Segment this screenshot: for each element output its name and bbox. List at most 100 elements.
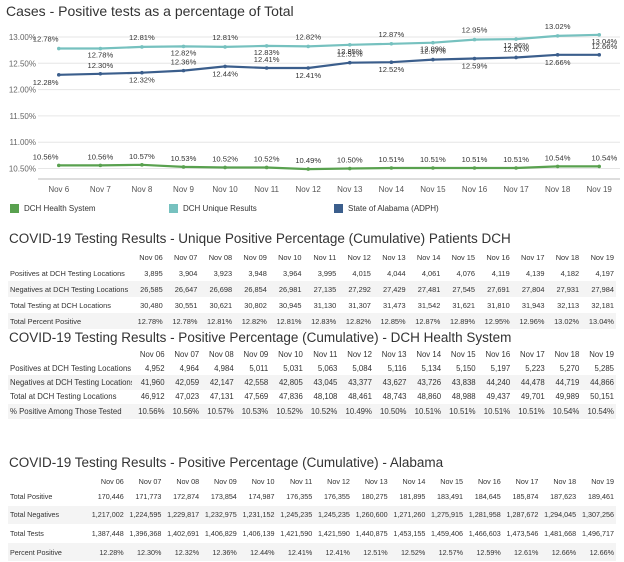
data-point[interactable] — [389, 166, 394, 170]
data-point[interactable] — [514, 55, 518, 60]
column-header: Nov 18 — [554, 349, 580, 359]
table-cell: 12.57% — [427, 542, 466, 562]
row-label: Total Negatives — [8, 505, 88, 525]
series-line[interactable] — [58, 53, 600, 76]
data-point[interactable] — [472, 166, 477, 170]
data-point[interactable] — [181, 165, 186, 169]
data-point[interactable] — [223, 165, 227, 170]
data-point[interactable] — [347, 60, 352, 65]
table-cell: 12.87% — [407, 313, 443, 329]
column-header: Nov 08 — [208, 349, 234, 359]
table-cell: 10.56% — [132, 404, 167, 419]
data-point[interactable] — [431, 40, 435, 45]
table-cell: 10.54% — [546, 404, 582, 419]
data-point[interactable] — [347, 43, 352, 47]
data-point[interactable] — [98, 163, 103, 168]
data-label: 12.51% — [337, 50, 363, 59]
data-point[interactable] — [223, 45, 227, 49]
data-point[interactable] — [389, 41, 394, 46]
table-title-alabama: COVID-19 Testing Results - Positive Perc… — [9, 455, 444, 470]
data-point[interactable] — [431, 57, 435, 62]
table-cell: 4,182 — [560, 268, 580, 278]
table-cell: 183,491 — [437, 491, 464, 501]
data-point[interactable] — [472, 56, 477, 61]
x-tick-label: Nov 12 — [296, 185, 322, 194]
column-header: Nov 19 — [589, 349, 614, 359]
column-header: Nov 14 — [416, 252, 441, 262]
table-alabama: Nov 06 Nov 07 Nov 08 Nov 09 Nov 10 Nov 11 Nov … — [8, 476, 616, 562]
table-cell: 1,440,875 — [355, 528, 388, 538]
table-cell: 26,647 — [164, 281, 200, 297]
column-header: Nov 16 — [486, 252, 510, 262]
table-header-row: Nov 06 Nov 07 Nov 08 Nov 09 Nov 10 Nov 11 Nov … — [8, 347, 616, 361]
series-line[interactable] — [58, 163, 600, 171]
data-label: 12.96% — [503, 41, 529, 50]
table-cell: 12.32% — [163, 542, 202, 562]
table-cell: 3,995 — [317, 268, 337, 278]
table-cell: 12.95% — [477, 313, 512, 329]
data-point[interactable] — [306, 66, 311, 70]
data-point[interactable] — [56, 46, 61, 51]
data-point[interactable] — [181, 44, 186, 49]
table-cell: 48,461 — [348, 392, 372, 402]
data-point[interactable] — [555, 53, 560, 57]
data-point[interactable] — [514, 166, 518, 170]
data-point[interactable] — [140, 163, 144, 167]
data-label: 12.36% — [171, 58, 197, 67]
data-point[interactable] — [389, 60, 394, 65]
data-point[interactable] — [514, 37, 518, 41]
data-point[interactable] — [555, 164, 560, 169]
legend-swatch — [10, 204, 19, 213]
y-tick-label: 12.50% — [9, 59, 36, 68]
data-label: 12.66% — [591, 42, 617, 51]
table-header-row: Nov 06 Nov 07 Nov 08 Nov 09 Nov 10 Nov 11 Nov … — [8, 249, 616, 265]
data-point[interactable] — [306, 167, 311, 171]
header-blank — [8, 476, 88, 487]
data-point[interactable] — [347, 166, 352, 171]
legend-item-dch-health-system[interactable]: DCH Health System — [10, 204, 96, 213]
legend-item-state-of-alabama[interactable]: State of Alabama (ADPH) — [334, 204, 439, 213]
table-cell: 12.82% — [338, 313, 373, 329]
data-point[interactable] — [264, 44, 269, 48]
table-cell: 4,061 — [421, 268, 441, 278]
column-header: Nov 14 — [416, 349, 442, 359]
table-cell: 12.81% — [199, 313, 235, 329]
data-point[interactable] — [597, 53, 602, 57]
data-point[interactable] — [56, 163, 61, 168]
table-cell: 12.28% — [88, 542, 126, 562]
x-tick-label: Nov 9 — [173, 185, 194, 194]
series-line[interactable] — [58, 33, 600, 50]
legend-item-dch-unique-results[interactable]: DCH Unique Results — [169, 204, 257, 213]
data-point[interactable] — [223, 64, 227, 69]
data-point[interactable] — [431, 166, 435, 170]
data-point[interactable] — [264, 66, 269, 70]
table-cell: 31,943 — [521, 300, 545, 310]
data-point[interactable] — [98, 71, 103, 76]
data-labels: 10.56% 10.56% 10.57% 10.53% 10.52% 10.52% 10.4… — [33, 22, 618, 165]
row-label: Positives at DCH Testing Locations — [10, 268, 125, 278]
data-point[interactable] — [555, 34, 560, 38]
data-label: 10.51% — [420, 155, 446, 164]
data-point[interactable] — [597, 33, 602, 37]
row-label: % Positive Among Those Tested — [8, 404, 132, 419]
table-cell: 42,147 — [201, 375, 236, 390]
data-point[interactable] — [597, 164, 602, 169]
x-axis: Nov 6 Nov 7 Nov 8 Nov 9 Nov 10 Nov 11 Nov 12 No… — [48, 185, 612, 194]
data-point[interactable] — [264, 165, 269, 170]
table-cell: 5,197 — [490, 363, 511, 373]
table-title-dch-health-system: COVID-19 Testing Results - Positive Perc… — [9, 330, 512, 345]
table-cell: 43,045 — [304, 375, 340, 390]
data-point[interactable] — [140, 70, 144, 75]
x-tick-label: Nov 11 — [254, 185, 279, 194]
table-cell: 10.51% — [512, 404, 547, 419]
data-point[interactable] — [306, 44, 311, 49]
data-point[interactable] — [181, 68, 186, 73]
x-tick-label: Nov 10 — [212, 185, 238, 194]
data-label: 12.95% — [462, 26, 488, 35]
data-point[interactable] — [98, 46, 103, 51]
data-point[interactable] — [56, 73, 61, 77]
data-point[interactable] — [472, 37, 477, 42]
column-header: Nov 07 — [138, 477, 162, 486]
data-point[interactable] — [140, 45, 144, 49]
table-cell: 184,645 — [474, 491, 501, 501]
